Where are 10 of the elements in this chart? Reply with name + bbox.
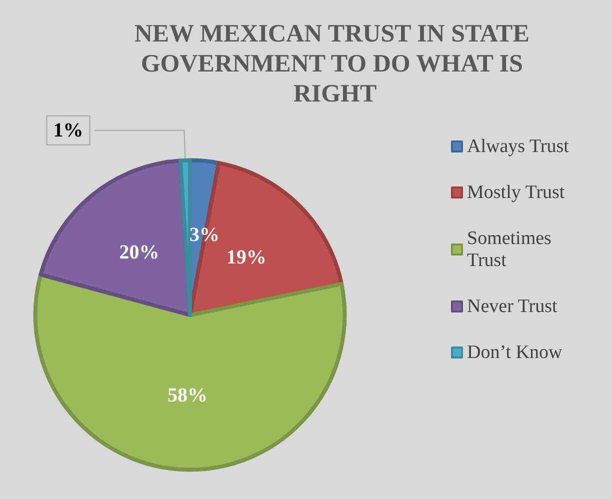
data-label: 20% [119,242,160,264]
data-label: 19% [226,246,266,269]
legend-label: Don’t Know [467,342,562,363]
data-label: 1% [53,119,84,142]
legend-label: Sometimes Trust [467,228,556,271]
legend-label: Never Trust [467,296,558,317]
legend-label: Always Trust [467,136,570,157]
legend-label: Mostly Trust [467,182,566,203]
data-label: 58% [168,384,208,406]
chart-title: NEW MEXICAN TRUST IN STATE GOVERNMENT TO DO WHAT IS RIGHT [134,20,536,108]
